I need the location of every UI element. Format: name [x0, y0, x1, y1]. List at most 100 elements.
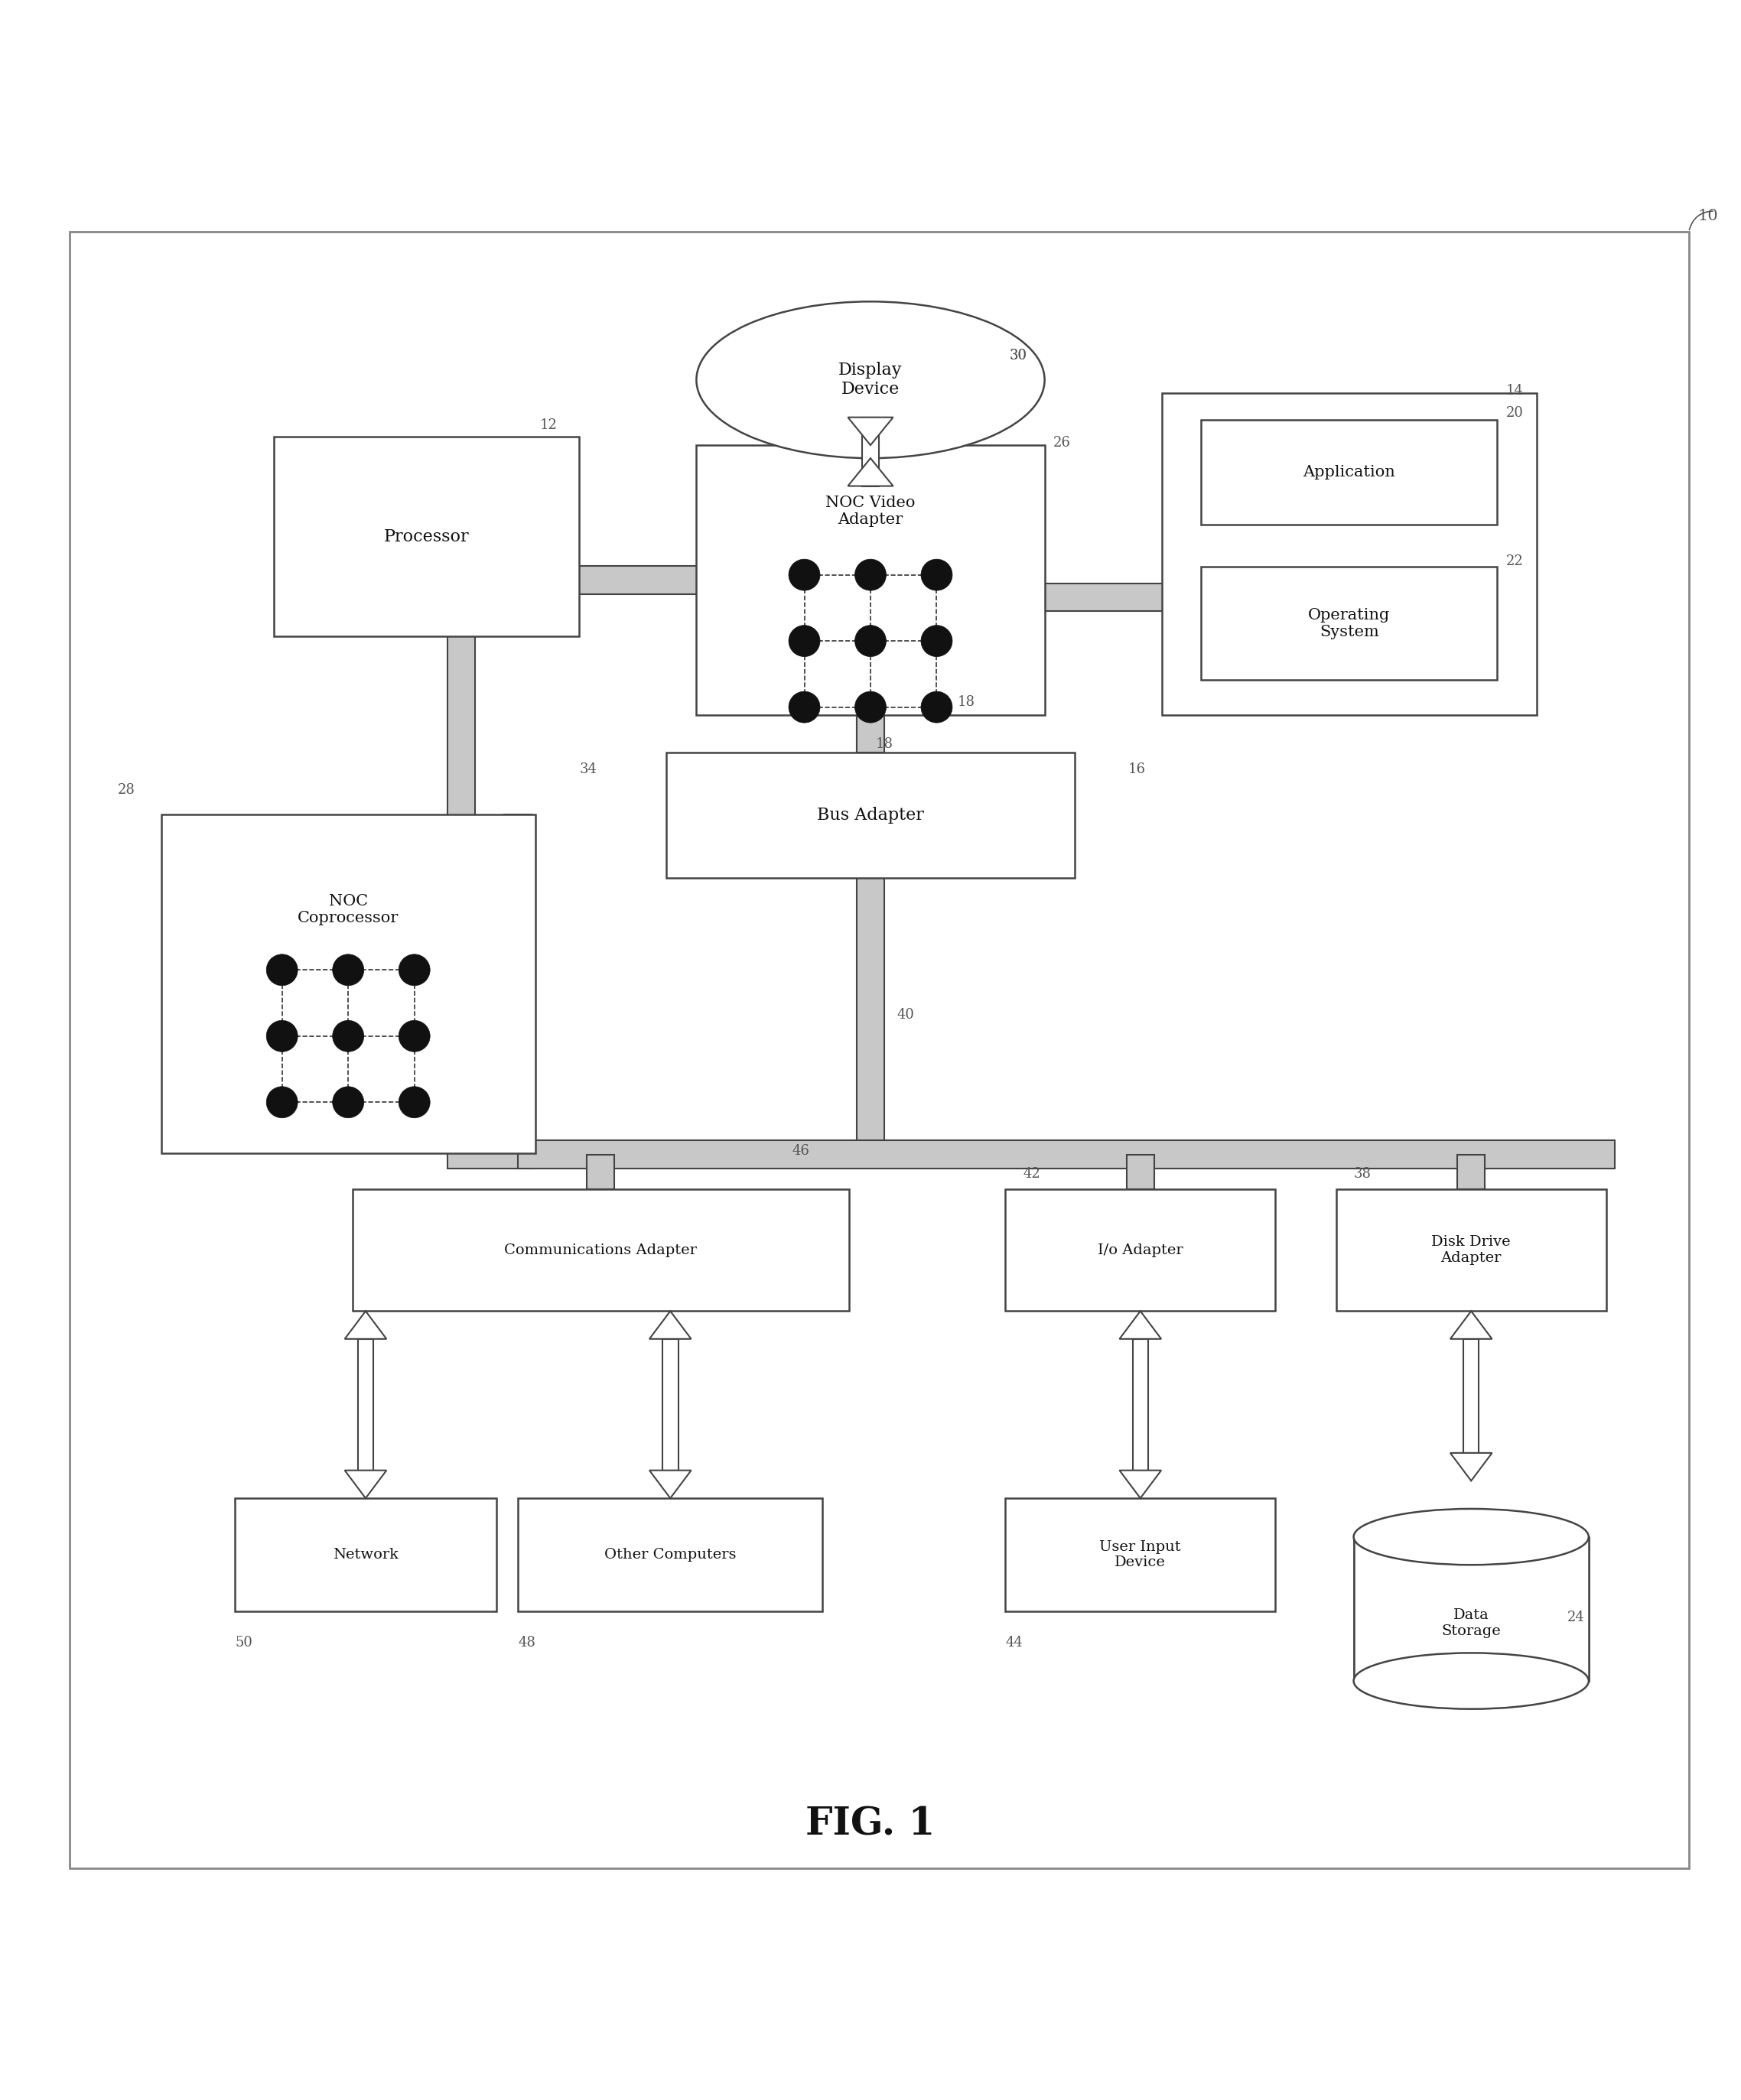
- Text: 30: 30: [1010, 349, 1027, 363]
- Bar: [275, 437, 578, 636]
- Bar: [857, 567, 884, 752]
- Text: Network: Network: [333, 1548, 399, 1562]
- Ellipse shape: [1354, 1653, 1588, 1709]
- Bar: [1133, 1340, 1149, 1470]
- Ellipse shape: [696, 302, 1045, 458]
- Polygon shape: [649, 1310, 691, 1340]
- Bar: [1337, 1189, 1605, 1310]
- Circle shape: [855, 626, 886, 657]
- Bar: [665, 752, 1074, 878]
- Text: Operating
System: Operating System: [1307, 607, 1391, 638]
- Bar: [662, 1340, 679, 1470]
- Text: 42: 42: [1024, 1168, 1039, 1180]
- Circle shape: [266, 1021, 298, 1052]
- Polygon shape: [1450, 1453, 1492, 1481]
- Polygon shape: [1119, 1470, 1161, 1497]
- Bar: [519, 1497, 822, 1611]
- Circle shape: [855, 691, 886, 722]
- Bar: [519, 1140, 1616, 1168]
- Circle shape: [921, 691, 952, 722]
- Polygon shape: [1450, 1310, 1492, 1340]
- Bar: [447, 567, 475, 636]
- Bar: [870, 584, 1170, 611]
- Bar: [235, 1497, 496, 1611]
- Bar: [503, 815, 533, 1155]
- Text: 16: 16: [1128, 762, 1146, 777]
- Circle shape: [333, 1086, 364, 1117]
- Bar: [857, 714, 884, 752]
- Text: 48: 48: [519, 1636, 536, 1651]
- Polygon shape: [1119, 1310, 1161, 1340]
- Text: 34: 34: [580, 762, 597, 777]
- Circle shape: [266, 953, 298, 985]
- Circle shape: [855, 559, 886, 590]
- Text: 44: 44: [1006, 1636, 1022, 1651]
- Bar: [1354, 1537, 1588, 1680]
- Text: FIG. 1: FIG. 1: [806, 1806, 935, 1844]
- Text: Display
Device: Display Device: [839, 361, 902, 399]
- Bar: [1126, 1155, 1154, 1189]
- Text: 28: 28: [118, 783, 136, 796]
- Polygon shape: [345, 1470, 387, 1497]
- Bar: [447, 628, 475, 1155]
- Text: 26: 26: [1053, 435, 1071, 449]
- Bar: [857, 878, 884, 1155]
- Bar: [1462, 1340, 1478, 1453]
- Bar: [569, 567, 870, 594]
- Circle shape: [789, 691, 820, 722]
- Text: Data
Storage: Data Storage: [1442, 1609, 1501, 1638]
- Circle shape: [333, 1021, 364, 1052]
- Text: 18: 18: [958, 695, 975, 710]
- Text: Application: Application: [1302, 464, 1396, 479]
- Text: I/o Adapter: I/o Adapter: [1097, 1243, 1184, 1258]
- Bar: [1201, 567, 1497, 680]
- Bar: [696, 445, 1045, 714]
- Polygon shape: [345, 1310, 387, 1340]
- Text: 14: 14: [1506, 384, 1523, 397]
- Bar: [1457, 1155, 1485, 1189]
- Bar: [352, 1189, 848, 1310]
- Text: 18: 18: [876, 737, 893, 750]
- Text: 46: 46: [792, 1145, 810, 1157]
- Text: 24: 24: [1567, 1611, 1584, 1625]
- Text: 32: 32: [897, 670, 914, 683]
- Bar: [1006, 1189, 1274, 1310]
- Circle shape: [921, 626, 952, 657]
- Text: Communications Adapter: Communications Adapter: [505, 1243, 696, 1258]
- Text: Disk Drive
Adapter: Disk Drive Adapter: [1431, 1235, 1511, 1264]
- Circle shape: [399, 953, 430, 985]
- Circle shape: [399, 1021, 430, 1052]
- Text: 22: 22: [1506, 554, 1523, 567]
- Circle shape: [333, 953, 364, 985]
- Text: RAM: RAM: [1327, 428, 1372, 445]
- Bar: [1163, 393, 1536, 714]
- Circle shape: [921, 559, 952, 590]
- Bar: [1201, 420, 1497, 525]
- Text: Processor: Processor: [383, 527, 470, 544]
- Bar: [162, 815, 536, 1153]
- Text: NOC Video
Adapter: NOC Video Adapter: [825, 496, 916, 527]
- Text: 12: 12: [540, 418, 557, 433]
- Text: 10: 10: [1697, 208, 1718, 223]
- Circle shape: [266, 1086, 298, 1117]
- Circle shape: [399, 1086, 430, 1117]
- Text: User Input
Device: User Input Device: [1100, 1539, 1180, 1569]
- Circle shape: [789, 559, 820, 590]
- Polygon shape: [649, 1470, 691, 1497]
- Text: Bus Adapter: Bus Adapter: [817, 806, 924, 823]
- Bar: [862, 418, 879, 485]
- Bar: [587, 1155, 615, 1189]
- Text: 40: 40: [897, 1008, 914, 1023]
- Bar: [1006, 1497, 1274, 1611]
- Ellipse shape: [1354, 1508, 1588, 1564]
- Circle shape: [789, 626, 820, 657]
- Text: 30: 30: [1010, 349, 1027, 363]
- Text: 50: 50: [235, 1636, 252, 1651]
- Text: 38: 38: [1354, 1168, 1372, 1180]
- Polygon shape: [848, 458, 893, 485]
- Text: 20: 20: [1506, 405, 1523, 420]
- Polygon shape: [848, 418, 893, 445]
- Bar: [447, 1140, 533, 1168]
- Text: NOC
Coprocessor: NOC Coprocessor: [298, 895, 399, 926]
- Bar: [359, 1340, 374, 1470]
